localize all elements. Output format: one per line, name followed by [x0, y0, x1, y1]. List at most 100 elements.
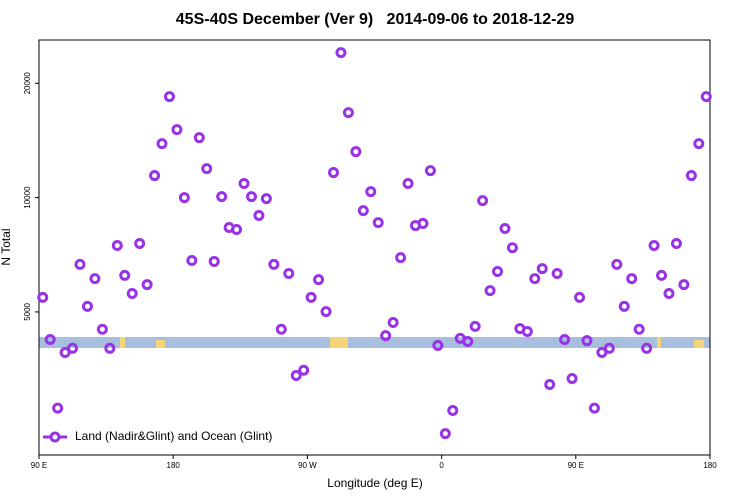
- point: [156, 138, 168, 150]
- point: [268, 258, 280, 270]
- point: [283, 268, 295, 280]
- point: [253, 210, 265, 222]
- point: [521, 326, 533, 338]
- y-axis-label: N Total: [0, 228, 13, 265]
- point: [633, 323, 645, 335]
- point: [395, 252, 407, 264]
- point: [313, 274, 325, 286]
- point: [424, 165, 436, 177]
- point: [74, 258, 86, 270]
- point: [372, 217, 384, 229]
- point: [477, 195, 489, 207]
- point: [618, 300, 630, 312]
- point: [499, 223, 511, 235]
- band-segment: [657, 337, 661, 348]
- band-segment: [120, 337, 125, 348]
- point: [52, 402, 64, 414]
- plot-frame: [38, 39, 711, 456]
- point: [350, 146, 362, 158]
- point: [439, 428, 451, 440]
- point: [611, 258, 623, 270]
- point: [678, 279, 690, 291]
- point: [663, 288, 675, 300]
- point: [648, 239, 660, 251]
- point: [387, 316, 399, 328]
- point: [492, 265, 504, 277]
- point: [44, 334, 56, 346]
- legend: Land (Nadir&Glint) and Ocean (Glint): [43, 429, 272, 443]
- legend-label: Land (Nadir&Glint) and Ocean (Glint): [75, 429, 272, 443]
- point: [566, 372, 578, 384]
- point: [126, 288, 138, 300]
- point: [96, 323, 108, 335]
- point: [529, 273, 541, 285]
- mask-band: [39, 337, 710, 348]
- point: [357, 205, 369, 217]
- point: [201, 163, 213, 175]
- point: [193, 132, 205, 144]
- point: [700, 91, 712, 103]
- point: [171, 124, 183, 136]
- point: [186, 254, 198, 266]
- point: [685, 170, 697, 182]
- x-tick-label: 90 E: [31, 461, 47, 470]
- point: [335, 47, 347, 59]
- point: [365, 186, 377, 198]
- y-tick-label: 20000: [23, 72, 32, 95]
- point: [216, 191, 228, 203]
- point: [178, 192, 190, 204]
- point: [626, 273, 638, 285]
- band-segment: [156, 340, 165, 348]
- chart-title: 45S-40S December (Ver 9) 2014-09-06 to 2…: [176, 11, 575, 28]
- point: [163, 91, 175, 103]
- band-segment: [330, 337, 348, 348]
- point: [380, 330, 392, 342]
- band-segment: [694, 340, 704, 348]
- point: [432, 339, 444, 351]
- point: [656, 269, 668, 281]
- point: [208, 255, 220, 267]
- point: [417, 217, 429, 229]
- point: [245, 191, 257, 203]
- point: [141, 279, 153, 291]
- point: [305, 291, 317, 303]
- point: [670, 238, 682, 250]
- point: [134, 238, 146, 250]
- x-tick-label: 180: [703, 461, 717, 470]
- point: [327, 167, 339, 179]
- point: [119, 269, 131, 281]
- point: [603, 342, 615, 354]
- point: [574, 291, 586, 303]
- point: [290, 370, 302, 382]
- point: [402, 178, 414, 190]
- x-tick-label: 90 E: [568, 461, 584, 470]
- point: [641, 342, 653, 354]
- point: [581, 335, 593, 347]
- x-tick-label: 180: [167, 461, 181, 470]
- band: [39, 337, 710, 348]
- legend-marker: [49, 431, 61, 443]
- point: [238, 178, 250, 190]
- point: [462, 335, 474, 347]
- point: [37, 291, 49, 303]
- point: [231, 224, 243, 236]
- y-tick-label: 10000: [23, 186, 32, 209]
- point: [89, 273, 101, 285]
- point: [149, 170, 161, 182]
- y-tick-label: 5000: [23, 302, 32, 320]
- point: [275, 323, 287, 335]
- point: [342, 107, 354, 119]
- point: [506, 242, 518, 254]
- point: [693, 138, 705, 150]
- point: [544, 378, 556, 390]
- point: [484, 285, 496, 297]
- point: [260, 193, 272, 205]
- x-axis-label: Longitude (deg E): [327, 476, 422, 490]
- point: [104, 342, 116, 354]
- point: [320, 306, 332, 318]
- point: [536, 263, 548, 275]
- x-tick-label: 90 W: [298, 461, 317, 470]
- x-tick-label: 0: [439, 461, 444, 470]
- point: [588, 402, 600, 414]
